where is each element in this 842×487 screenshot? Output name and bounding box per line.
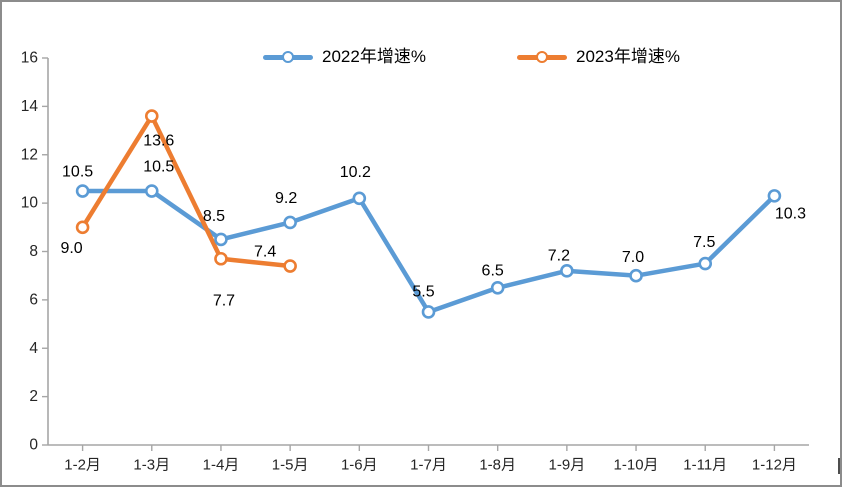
legend-line-marker-2022 <box>263 51 313 63</box>
legend-circle-icon <box>536 51 548 63</box>
x-axis-tick-label: 1-8月 <box>479 457 516 474</box>
legend-item-2022: 2022年增速% <box>263 46 426 68</box>
legend-circle-icon <box>282 51 294 63</box>
legend-line-marker-2023 <box>517 51 567 63</box>
legend-label-2023: 2023年增速% <box>576 47 680 66</box>
data-point-marker <box>698 256 713 271</box>
data-label: 9.2 <box>275 190 297 207</box>
y-axis-tick-label: 0 <box>29 437 38 454</box>
data-point-marker <box>144 109 159 123</box>
data-label: 9.0 <box>60 240 82 257</box>
x-axis-tick-label: 1-3月 <box>133 457 170 474</box>
series-line-1 <box>80 113 293 269</box>
data-label: 7.0 <box>622 249 644 266</box>
x-axis-tick-label: 1-12月 <box>752 457 797 474</box>
y-axis-tick-label: 14 <box>21 98 39 115</box>
data-label: 7.5 <box>693 234 715 251</box>
data-point-marker <box>144 184 159 198</box>
data-point-marker <box>629 268 643 283</box>
data-label: 8.5 <box>203 208 225 225</box>
y-axis-tick-label: 2 <box>29 388 38 405</box>
data-label: 7.2 <box>548 247 570 264</box>
x-axis-tick-label: 1-6月 <box>341 457 378 474</box>
data-label: 10.5 <box>143 159 174 176</box>
x-axis-tick-label: 1-11月 <box>683 457 727 474</box>
legend-label-2022: 2022年增速% <box>322 47 426 66</box>
x-axis-tick-label: 1-2月 <box>64 457 101 474</box>
x-axis-tick-label: 1-7月 <box>410 457 447 474</box>
x-axis-tick-label: 1-9月 <box>549 457 586 474</box>
data-label: 10.5 <box>62 164 93 181</box>
legend-item-2023: 2023年增速% <box>517 46 680 68</box>
data-label: 10.3 <box>775 205 806 222</box>
data-point-marker <box>75 220 90 235</box>
data-label: 7.4 <box>254 244 276 261</box>
data-point-marker <box>490 280 505 295</box>
x-axis-tick-label: 1-4月 <box>203 457 240 474</box>
y-axis-tick-label: 16 <box>21 50 38 67</box>
data-label: 6.5 <box>482 262 504 279</box>
data-label: 7.7 <box>213 292 235 309</box>
data-point-marker <box>352 191 367 206</box>
y-axis-tick-label: 6 <box>29 291 38 308</box>
data-point-marker <box>283 215 297 230</box>
y-axis-tick-label: 8 <box>29 243 38 260</box>
data-point-marker <box>214 232 228 247</box>
data-point-marker <box>421 305 436 319</box>
data-label: 13.6 <box>143 133 174 150</box>
x-axis-tick-label: 1-5月 <box>272 457 309 474</box>
data-point-marker <box>214 251 228 266</box>
data-label: 10.2 <box>340 164 371 181</box>
data-point-marker <box>560 264 574 278</box>
y-axis-tick-label: 10 <box>21 195 39 212</box>
data-point-marker <box>767 189 782 203</box>
x-axis-tick-label: 1-10月 <box>614 457 659 474</box>
data-point-marker <box>283 259 297 273</box>
y-axis-tick-label: 12 <box>21 146 38 163</box>
data-label: 5.5 <box>412 283 434 300</box>
screen-artifact <box>838 458 840 474</box>
data-point-marker <box>75 184 90 198</box>
y-axis-tick-label: 4 <box>29 340 38 357</box>
